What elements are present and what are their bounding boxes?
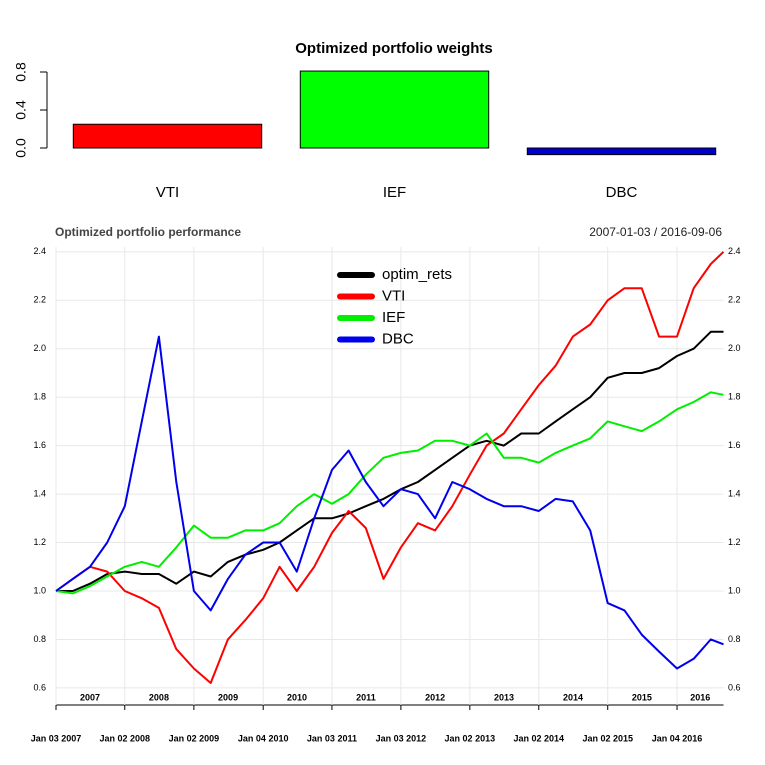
bar bbox=[72, 123, 263, 149]
bar-title: Optimized portfolio weights bbox=[295, 40, 493, 57]
legend-label: VTI bbox=[382, 287, 405, 304]
y2-tick-label: 2.4 bbox=[728, 246, 741, 256]
x-tick-label: Jan 04 2010 bbox=[238, 733, 289, 743]
y-tick-label: 0.4 bbox=[13, 100, 29, 120]
y-tick-label: 1.2 bbox=[33, 537, 46, 547]
x-tick-label: Jan 04 2016 bbox=[652, 733, 703, 743]
year-label: 2010 bbox=[287, 692, 307, 702]
series-line bbox=[55, 391, 724, 595]
y2-tick-label: 1.0 bbox=[728, 585, 741, 595]
x-tick-label: Jan 02 2014 bbox=[514, 733, 565, 743]
y-tick-label: 2.4 bbox=[33, 246, 46, 256]
y-tick-label: 2.0 bbox=[33, 343, 46, 353]
y2-tick-label: 0.8 bbox=[728, 634, 741, 644]
y-tick-label: 0.0 bbox=[13, 138, 29, 158]
year-label: 2011 bbox=[356, 692, 376, 702]
year-label: 2012 bbox=[425, 692, 445, 702]
y-tick-label: 1.0 bbox=[33, 585, 46, 595]
year-label: 2016 bbox=[690, 692, 710, 702]
year-label: 2007 bbox=[80, 692, 100, 702]
x-tick-label: Jan 02 2013 bbox=[445, 733, 496, 743]
year-label: 2014 bbox=[563, 692, 583, 702]
y-tick-label: 1.8 bbox=[33, 392, 46, 402]
y2-tick-label: 0.6 bbox=[728, 682, 741, 692]
y-tick-label: 0.8 bbox=[33, 634, 46, 644]
y-tick-label: 2.2 bbox=[33, 295, 46, 305]
x-tick-label: Jan 03 2012 bbox=[376, 733, 427, 743]
x-tick-label: Jan 03 2011 bbox=[307, 733, 357, 743]
year-label: 2015 bbox=[632, 692, 652, 702]
y-tick-label: 1.6 bbox=[33, 440, 46, 450]
x-tick-label: Jan 02 2015 bbox=[582, 733, 633, 743]
x-tick-label: Jan 02 2008 bbox=[99, 733, 150, 743]
series-line bbox=[55, 251, 725, 684]
y2-tick-label: 1.4 bbox=[728, 488, 741, 498]
year-label: 2008 bbox=[149, 692, 169, 702]
y-tick-label: 0.8 bbox=[13, 62, 29, 82]
date-range: 2007-01-03 / 2016-09-06 bbox=[589, 225, 722, 239]
y2-tick-label: 1.6 bbox=[728, 440, 741, 450]
line-title: Optimized portfolio performance bbox=[55, 225, 241, 239]
x-tick-label: DBC bbox=[606, 184, 638, 201]
year-label: 2013 bbox=[494, 692, 514, 702]
y-tick-label: 1.4 bbox=[33, 488, 46, 498]
y2-tick-label: 1.2 bbox=[728, 537, 741, 547]
x-tick-label: Jan 02 2009 bbox=[169, 733, 220, 743]
bar bbox=[299, 70, 490, 149]
series-line bbox=[55, 335, 724, 670]
legend-label: DBC bbox=[382, 330, 414, 347]
y2-tick-label: 1.8 bbox=[728, 392, 741, 402]
y2-tick-label: 2.0 bbox=[728, 343, 741, 353]
series-line bbox=[56, 330, 724, 592]
x-tick-label: VTI bbox=[156, 184, 179, 201]
legend-label: IEF bbox=[382, 309, 405, 326]
y2-tick-label: 2.2 bbox=[728, 295, 741, 305]
x-tick-label: IEF bbox=[383, 184, 406, 201]
bar bbox=[526, 147, 717, 156]
year-label: 2009 bbox=[218, 692, 238, 702]
legend-label: optim_rets bbox=[382, 266, 452, 283]
y-tick-label: 0.6 bbox=[33, 682, 46, 692]
x-tick-label: Jan 03 2007 bbox=[31, 733, 82, 743]
